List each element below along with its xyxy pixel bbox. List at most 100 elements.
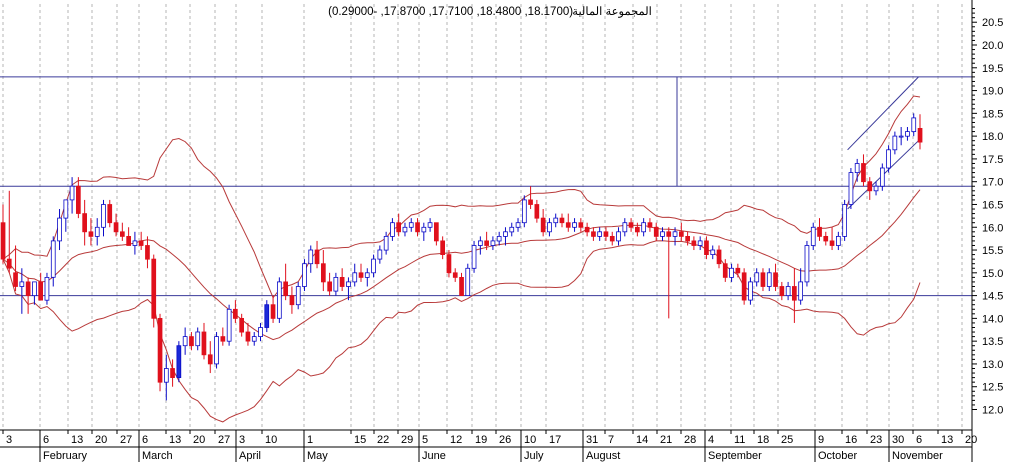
- candle-body: [371, 258, 376, 274]
- candle: [320, 250, 326, 292]
- candle: [735, 263, 741, 278]
- candle-body: [572, 222, 577, 228]
- candle-body: [94, 226, 100, 237]
- candle: [905, 127, 910, 141]
- candle: [151, 254, 157, 328]
- candle-body: [748, 281, 753, 301]
- candle: [503, 227, 508, 246]
- candle: [402, 222, 408, 237]
- candle: [440, 236, 446, 260]
- candle: [276, 277, 282, 323]
- month-label: October: [818, 450, 857, 462]
- candle: [515, 218, 521, 232]
- candle-body: [88, 231, 94, 237]
- candle: [635, 222, 640, 237]
- candle: [509, 222, 515, 237]
- y-tick-label: 12.0: [982, 404, 1003, 416]
- candle-body: [101, 204, 106, 228]
- candle: [490, 236, 496, 251]
- x-tick-label: 21: [660, 434, 672, 446]
- candle: [459, 272, 464, 296]
- candle-body: [534, 204, 540, 219]
- candle-body: [13, 272, 18, 287]
- candle-body: [459, 276, 464, 296]
- y-tick-label: 19.5: [982, 63, 1003, 75]
- candle: [792, 268, 797, 323]
- candle-body: [276, 281, 282, 319]
- candle-body: [553, 217, 559, 224]
- candle: [132, 231, 138, 255]
- candle: [390, 218, 395, 241]
- x-tick-label: 3: [6, 434, 12, 446]
- candle: [226, 304, 232, 346]
- y-tick-label: 18.0: [982, 131, 1003, 143]
- candle: [465, 263, 471, 296]
- y-tick-label: 16.0: [982, 222, 1003, 234]
- candle: [911, 113, 917, 137]
- candle: [477, 236, 483, 255]
- candle: [817, 218, 822, 241]
- candle-body: [151, 258, 157, 319]
- candle-body: [113, 222, 119, 233]
- candle-body: [157, 317, 163, 383]
- candle-body: [823, 235, 829, 242]
- candle: [779, 281, 785, 301]
- candle-body: [364, 272, 370, 278]
- candle: [697, 236, 703, 251]
- candle-body: [584, 226, 590, 233]
- candle-body: [383, 235, 389, 251]
- candle: [145, 236, 150, 269]
- candle: [773, 263, 778, 292]
- x-tick-label: 27: [120, 434, 132, 446]
- candle: [760, 268, 766, 292]
- candle: [308, 245, 314, 273]
- candle: [264, 300, 270, 333]
- ohlc-readout: (18.1700, 18.4800, 17.7100, 17.8700, -0.…: [328, 6, 573, 18]
- x-tick-label: 18: [757, 434, 769, 446]
- candle-body: [446, 254, 452, 274]
- candle: [57, 209, 62, 251]
- candle: [214, 332, 219, 369]
- candle: [138, 231, 144, 251]
- candle: [270, 295, 276, 323]
- candle-body: [170, 368, 175, 379]
- candle-body: [647, 222, 653, 228]
- candle: [170, 359, 175, 387]
- x-tick-label: 16: [845, 434, 857, 446]
- symbol-name: المجموعة المالية: [572, 5, 652, 18]
- candle: [283, 263, 289, 301]
- candle-body: [63, 199, 69, 219]
- candle: [572, 218, 577, 232]
- y-tick-label: 15.5: [982, 245, 1003, 257]
- y-tick-label: 17.5: [982, 154, 1003, 166]
- candle-body: [201, 331, 207, 356]
- month-label: February: [43, 450, 88, 462]
- x-tick-label: 29: [401, 434, 413, 446]
- candle-body: [660, 231, 665, 237]
- x-tick-label: 20: [95, 434, 107, 446]
- x-tick-label: 30: [892, 434, 904, 446]
- candle: [597, 227, 603, 241]
- channel-upper-line: [847, 76, 919, 151]
- candle-body: [333, 276, 339, 292]
- candle-body: [339, 276, 345, 287]
- candle: [19, 268, 25, 314]
- candle-body: [880, 167, 885, 187]
- candle-body: [547, 222, 552, 233]
- candle-body: [283, 281, 289, 296]
- candle-body: [628, 222, 634, 228]
- candle-body: [314, 249, 320, 265]
- candle: [352, 263, 358, 287]
- candle-body: [735, 267, 741, 274]
- x-tick-label: 9: [818, 434, 824, 446]
- candle-body: [622, 222, 628, 233]
- candle-body: [503, 231, 508, 237]
- candle: [898, 127, 904, 146]
- month-label: September: [708, 450, 762, 462]
- candle-body: [207, 354, 213, 365]
- candle-body: [484, 240, 490, 246]
- candle: [842, 199, 848, 241]
- candle-body: [220, 336, 226, 342]
- candle: [804, 240, 810, 287]
- candle-body: [578, 222, 584, 228]
